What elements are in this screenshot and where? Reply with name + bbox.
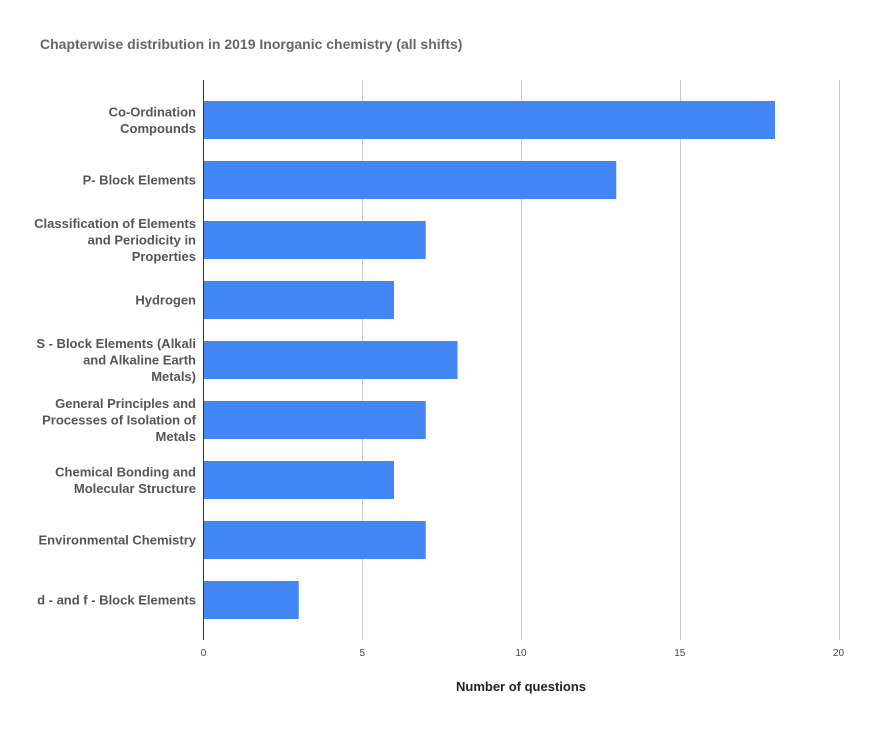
bar bbox=[203, 101, 775, 139]
bar bbox=[203, 161, 617, 199]
category-label: and Periodicity in bbox=[88, 233, 196, 248]
category-label: Co-Ordination bbox=[109, 104, 196, 119]
category-label: General Principles and bbox=[55, 396, 196, 411]
category-label: Chemical Bonding and bbox=[55, 464, 196, 479]
x-tick-label: 0 bbox=[201, 648, 207, 659]
category-label: Metals) bbox=[151, 369, 196, 384]
category-label: P- Block Elements bbox=[83, 173, 196, 188]
x-tick-label: 5 bbox=[359, 648, 365, 659]
category-label: Properties bbox=[132, 249, 196, 264]
bar bbox=[203, 281, 394, 319]
category-label: Classification of Elements bbox=[34, 216, 196, 231]
x-tick-label: 20 bbox=[833, 648, 845, 659]
category-label: Environmental Chemistry bbox=[39, 533, 197, 548]
category-label: Compounds bbox=[120, 121, 196, 136]
x-axis-label: Number of questions bbox=[456, 679, 586, 694]
category-label: S - Block Elements (Alkali bbox=[36, 336, 196, 351]
bar bbox=[203, 461, 394, 499]
bar bbox=[203, 581, 299, 619]
category-label: Processes of Isolation of bbox=[42, 413, 197, 428]
category-label: Metals bbox=[156, 429, 196, 444]
bar bbox=[203, 401, 426, 439]
x-tick-label: 15 bbox=[674, 648, 686, 659]
bar bbox=[203, 221, 426, 259]
category-label: Hydrogen bbox=[135, 293, 196, 308]
chart-title: Chapterwise distribution in 2019 Inorgan… bbox=[40, 36, 462, 52]
category-label: d - and f - Block Elements bbox=[37, 593, 196, 608]
x-tick-label: 10 bbox=[515, 648, 527, 659]
category-label: and Alkaline Earth bbox=[83, 353, 196, 368]
category-label: Molecular Structure bbox=[74, 481, 196, 496]
bar bbox=[203, 341, 458, 379]
bar bbox=[203, 521, 426, 559]
